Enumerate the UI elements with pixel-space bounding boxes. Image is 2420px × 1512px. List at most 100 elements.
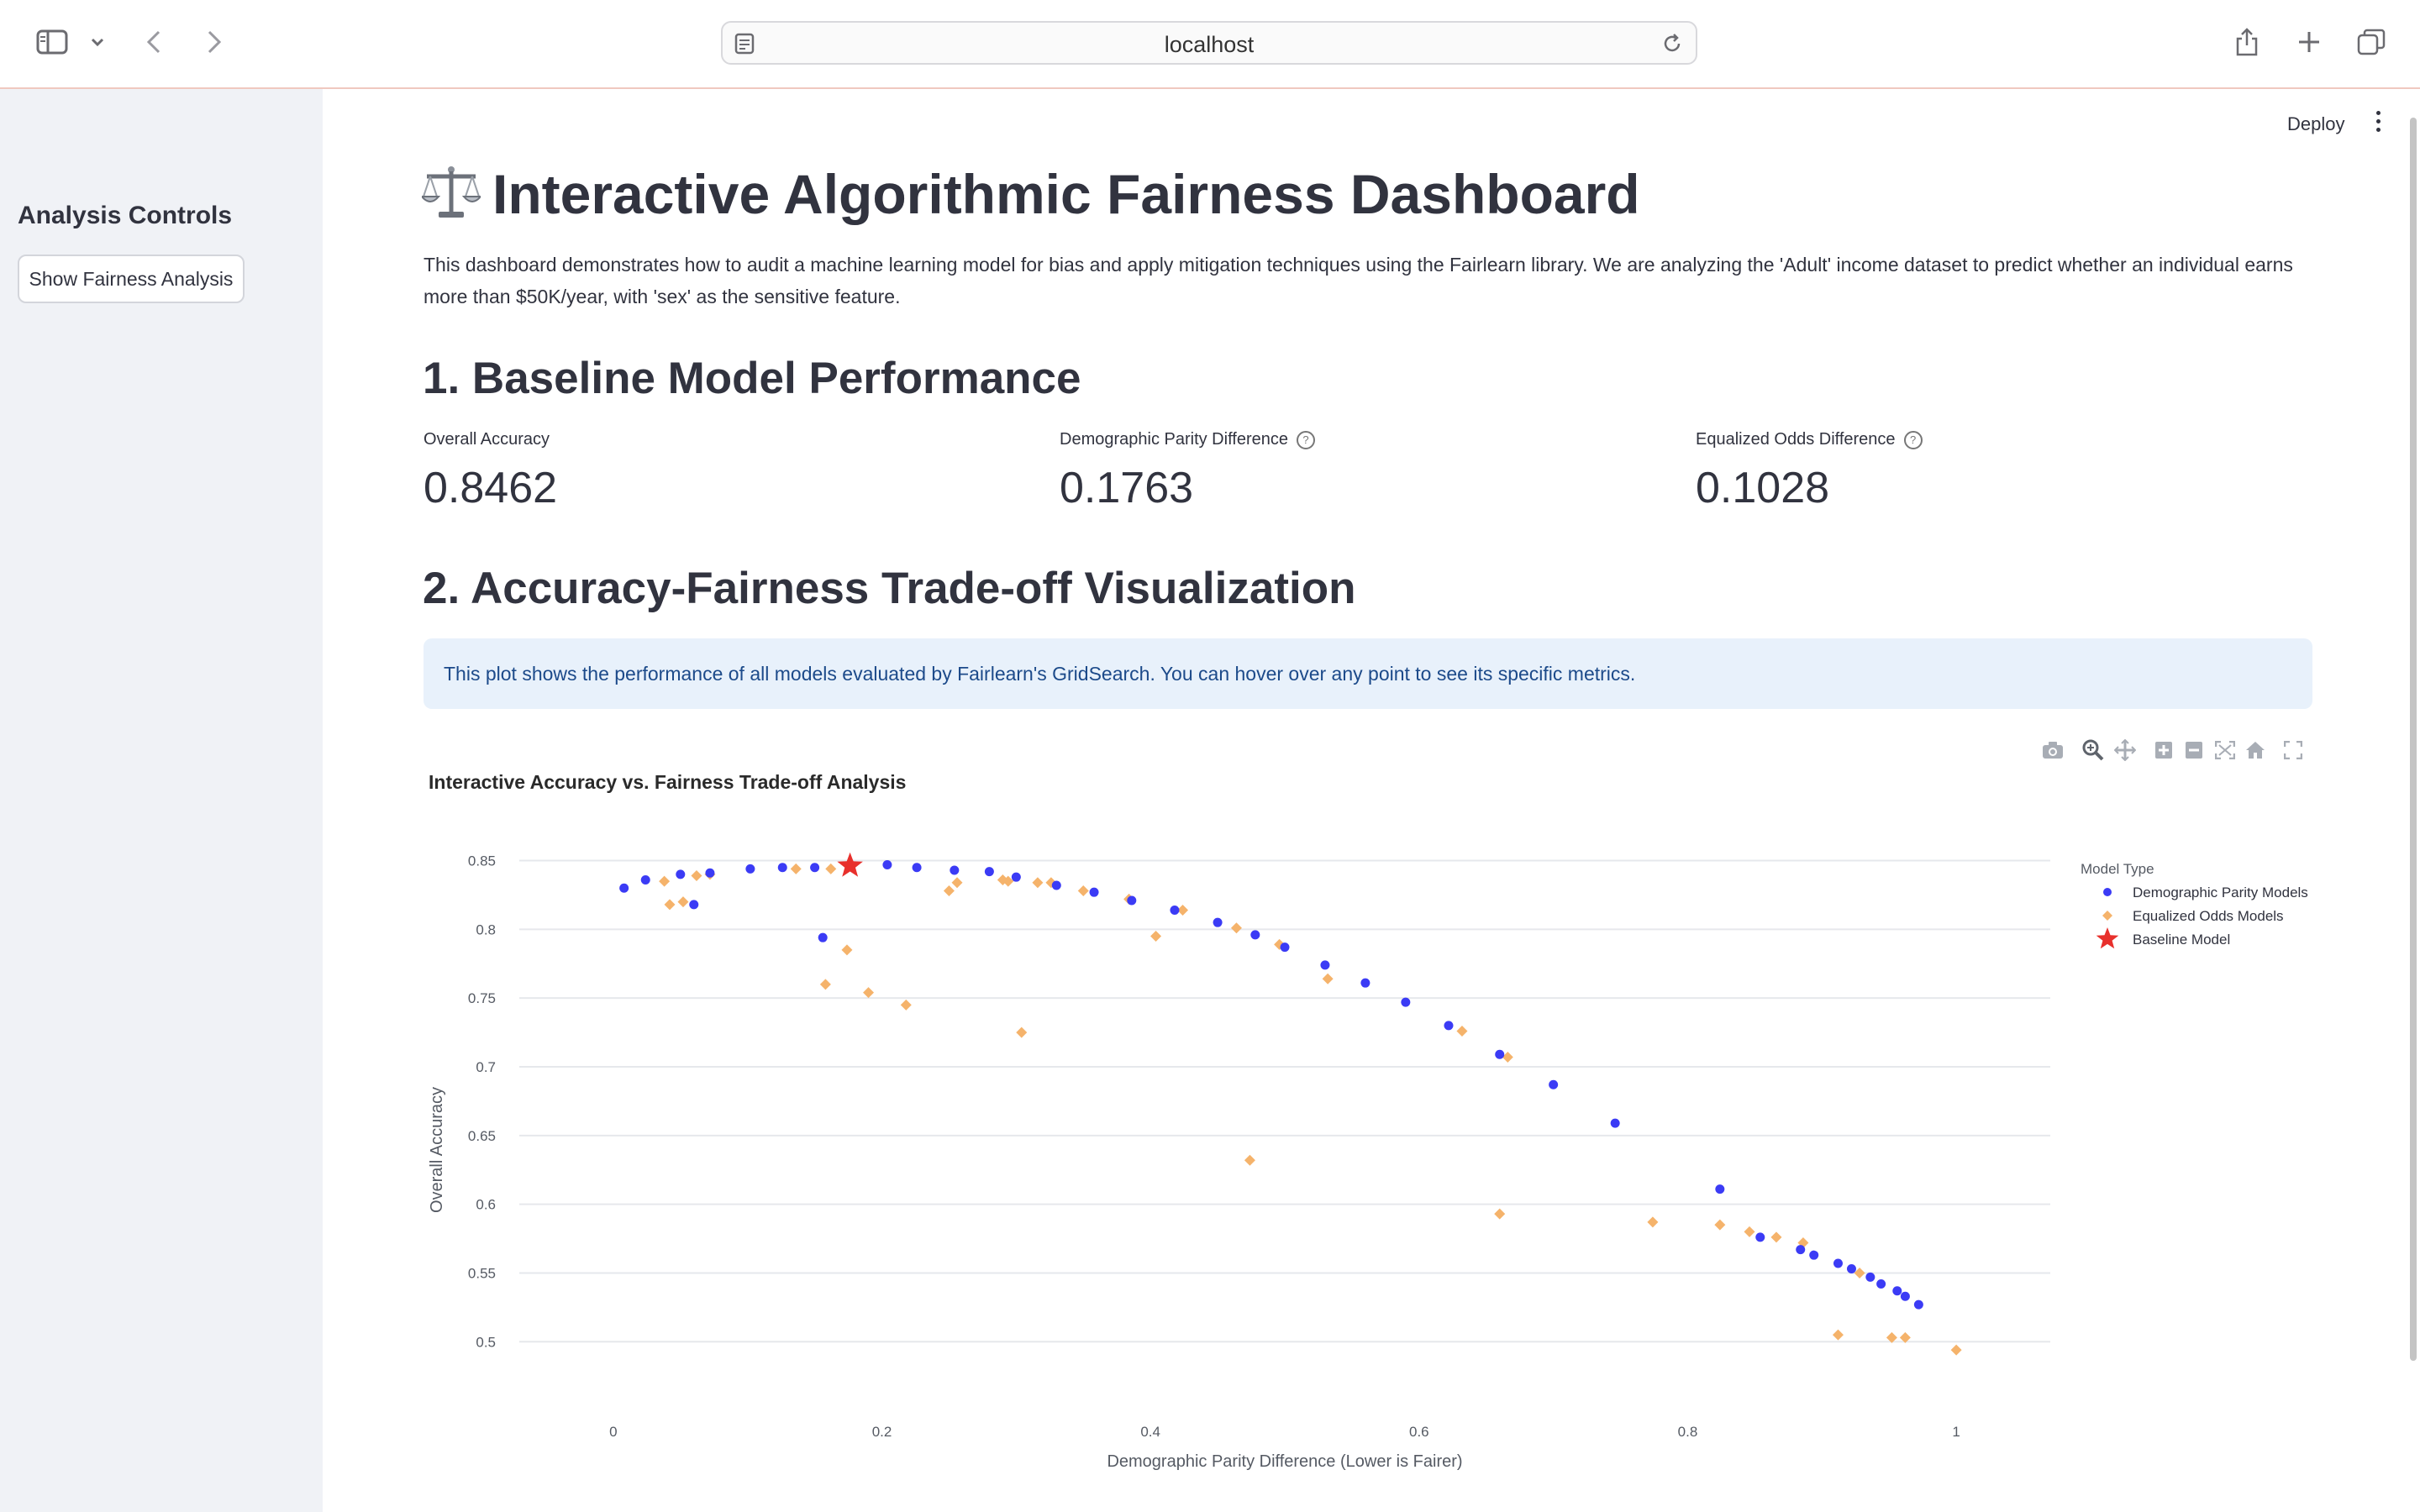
data-point-diamond <box>1016 1026 1028 1038</box>
data-point-circle <box>984 867 994 877</box>
back-arrow-icon[interactable] <box>141 22 166 62</box>
share-icon[interactable] <box>2230 22 2264 62</box>
reload-icon[interactable] <box>1660 32 1684 60</box>
legend-marker <box>2102 911 2112 921</box>
data-point-diamond <box>1797 1236 1809 1248</box>
camera-icon[interactable] <box>2042 741 2064 768</box>
deploy-button[interactable]: Deploy <box>2287 113 2345 134</box>
sidebar-toggle-icon[interactable] <box>32 22 72 62</box>
data-point-circle <box>882 859 892 869</box>
data-point-diamond <box>659 875 671 887</box>
data-point-diamond <box>1502 1052 1513 1063</box>
legend-marker <box>2096 927 2119 949</box>
new-tab-icon[interactable] <box>2292 22 2326 62</box>
data-point-circle <box>1549 1079 1559 1089</box>
data-point-diamond <box>1832 1329 1844 1341</box>
metric-label: Overall Accuracy <box>424 430 550 449</box>
autoscale-icon[interactable] <box>2214 740 2236 768</box>
data-point-circle <box>640 874 650 885</box>
page-scrollbar[interactable] <box>2410 118 2417 1361</box>
data-point-star <box>837 852 863 877</box>
page-title: Interactive Algorithmic Fairness Dashboa… <box>419 162 1640 233</box>
help-icon[interactable]: ? <box>1296 430 1315 449</box>
x-tick-label: 1 <box>1952 1424 1960 1440</box>
metric-equalized-odds: Equalized Odds Difference? 0.1028 <box>1696 430 1923 513</box>
data-point-circle <box>1900 1291 1910 1301</box>
zoom-out-icon[interactable] <box>2185 741 2203 768</box>
x-tick-label: 0.8 <box>1678 1424 1698 1440</box>
data-point-circle <box>1280 942 1290 953</box>
sidebar-title: Analysis Controls <box>18 202 233 229</box>
legend-entry: Equalized Odds Models <box>2133 908 2284 924</box>
x-tick-label: 0.2 <box>872 1424 892 1440</box>
page-title-text: Interactive Algorithmic Fairness Dashboa… <box>492 163 1640 225</box>
more-options-icon[interactable] <box>2375 111 2383 136</box>
data-point-diamond <box>825 863 837 874</box>
data-point-circle <box>1796 1245 1806 1255</box>
data-point-circle <box>705 868 715 878</box>
data-point-diamond <box>1899 1331 1911 1343</box>
legend-title: Model Type <box>2081 861 2154 877</box>
scatter-chart[interactable]: 0.5 0.55 0.6 0.65 0.7 0.75 0.8 0.85 0 0.2 0.4 0.6 0.… <box>424 806 2323 1470</box>
zoom-in-icon[interactable] <box>2154 741 2173 768</box>
data-point-circle <box>1170 905 1180 915</box>
data-point-circle <box>745 864 755 874</box>
data-point-diamond <box>997 874 1008 885</box>
reset-axes-home-icon[interactable] <box>2245 741 2265 768</box>
y-tick-label: 0.55 <box>468 1265 496 1281</box>
y-tick-label: 0.5 <box>476 1334 496 1350</box>
url-bar[interactable]: localhost <box>721 21 1697 65</box>
data-point-diamond <box>1032 877 1044 889</box>
forward-arrow-icon[interactable] <box>202 22 227 62</box>
data-point-circle <box>1610 1118 1620 1128</box>
help-icon[interactable]: ? <box>1903 430 1923 449</box>
data-point-circle <box>1051 880 1061 890</box>
data-point-diamond <box>943 885 955 897</box>
data-point-circle <box>1401 997 1411 1007</box>
metric-value: 0.8462 <box>424 464 558 512</box>
data-point-circle <box>912 863 922 873</box>
site-settings-icon[interactable] <box>734 33 755 59</box>
metric-label: Demographic Parity Difference <box>1060 430 1288 449</box>
data-point-circle <box>689 900 699 910</box>
y-tick-label: 0.6 <box>476 1197 496 1213</box>
data-point-diamond <box>1950 1344 1962 1356</box>
x-axis-label: Demographic Parity Difference (Lower is … <box>1107 1452 1462 1470</box>
data-point-diamond <box>677 896 689 908</box>
data-point-diamond <box>1274 938 1286 950</box>
data-point-circle <box>1360 978 1370 988</box>
pan-icon[interactable] <box>2113 738 2137 766</box>
data-point-circle <box>1089 887 1099 897</box>
data-point-diamond <box>1494 1208 1506 1220</box>
data-point-circle <box>1250 930 1260 940</box>
data-point-circle <box>818 932 828 942</box>
data-point-circle <box>1495 1049 1505 1059</box>
data-point-circle <box>1846 1264 1856 1274</box>
zoom-icon[interactable] <box>2082 739 2104 766</box>
data-point-diamond <box>1456 1025 1468 1037</box>
data-point-diamond <box>1177 904 1189 916</box>
metric-demographic-parity: Demographic Parity Difference? 0.1763 <box>1060 430 1315 513</box>
sidebar <box>0 89 323 1512</box>
data-point-circle <box>950 865 960 875</box>
x-tick-label: 0.4 <box>1140 1424 1160 1440</box>
tab-overview-icon[interactable] <box>2354 22 2388 62</box>
x-tick-label: 0 <box>609 1424 617 1440</box>
data-point-diamond <box>1322 973 1334 984</box>
fullscreen-icon[interactable] <box>2283 740 2303 768</box>
data-point-circle <box>1833 1258 1843 1268</box>
chevron-down-icon[interactable] <box>87 22 108 62</box>
metric-value: 0.1028 <box>1696 464 1830 512</box>
y-tick-label: 0.65 <box>468 1128 496 1144</box>
data-point-diamond <box>691 870 702 882</box>
data-point-diamond <box>1647 1216 1659 1228</box>
data-point-circle <box>619 883 629 893</box>
data-point-circle <box>676 869 686 879</box>
y-axis-label: Overall Accuracy <box>428 1087 446 1213</box>
data-point-diamond <box>1045 877 1057 889</box>
browser-toolbar: localhost <box>0 0 2420 89</box>
chart-title: Interactive Accuracy vs. Fairness Trade-… <box>429 771 907 793</box>
data-point-circle <box>810 863 820 873</box>
show-fairness-analysis-button[interactable]: Show Fairness Analysis <box>18 255 245 303</box>
data-point-circle <box>777 863 787 873</box>
